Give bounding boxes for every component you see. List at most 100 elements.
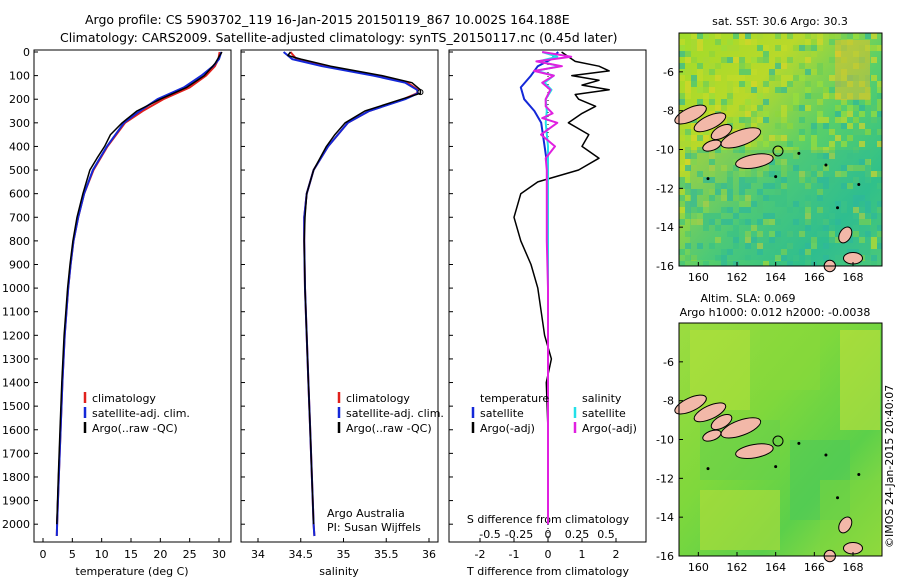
depth-tick-label: 1500 bbox=[2, 400, 30, 413]
depth-tick-label: 1200 bbox=[2, 329, 30, 342]
map-x-tick-label: 168 bbox=[843, 271, 864, 284]
x-tick-label: 30 bbox=[212, 548, 226, 561]
x-tick-label: 15 bbox=[124, 548, 138, 561]
depth-tick-label: 1700 bbox=[2, 447, 30, 460]
small-island bbox=[824, 453, 828, 457]
sla-map-islands bbox=[674, 394, 863, 563]
small-island bbox=[797, 151, 801, 155]
sst-map-islands bbox=[674, 104, 863, 273]
island bbox=[735, 153, 774, 169]
salinity-max-marker bbox=[417, 89, 424, 96]
map-y-tick-label: -16 bbox=[656, 260, 674, 273]
salinity-satellite-line bbox=[282, 51, 419, 537]
depth-tick-label: 1600 bbox=[2, 424, 30, 437]
map-x-tick-label: 168 bbox=[843, 561, 864, 574]
depth-tick-label: 800 bbox=[9, 235, 30, 248]
imos-credit: ©IMOS 24-Jan-2015 20:40:07 bbox=[883, 385, 896, 548]
legend-salinity-title: salinity bbox=[582, 392, 622, 405]
salinity-panel bbox=[240, 49, 439, 543]
legend-s-argo: Argo(-adj) bbox=[582, 422, 637, 435]
legend-argo: Argo(..raw -QC) bbox=[92, 422, 178, 435]
map-y-tick-label: -10 bbox=[656, 434, 674, 447]
salinity-argo-line bbox=[287, 51, 422, 525]
top-tick-label: -0.5 bbox=[479, 528, 500, 541]
sla-map-x-axis: 160 162 164 166 168 bbox=[688, 552, 864, 574]
legend-s-satellite: satellite bbox=[582, 407, 626, 420]
top-tick-label: -0.25 bbox=[505, 528, 533, 541]
legend-t-satellite: satellite bbox=[480, 407, 524, 420]
island bbox=[838, 226, 853, 244]
map-x-tick-label: 166 bbox=[804, 271, 825, 284]
x-tick-label: -1 bbox=[509, 548, 520, 561]
sla-map-title-1: Altim. SLA: 0.069 bbox=[700, 292, 795, 305]
map-x-tick-label: 162 bbox=[727, 561, 748, 574]
x-tick-label: 10 bbox=[95, 548, 109, 561]
diff-t-satellite-line bbox=[519, 51, 559, 525]
map-y-tick-label: -8 bbox=[663, 105, 674, 118]
difference-legend: temperature salinity satellite Argo(-adj… bbox=[471, 392, 637, 435]
depth-tick-label: 1400 bbox=[2, 377, 30, 390]
island bbox=[693, 402, 727, 423]
depth-tick-label: 1100 bbox=[2, 306, 30, 319]
small-island bbox=[797, 441, 801, 445]
map-y-tick-label: -8 bbox=[663, 395, 674, 408]
x-tick-label: 0 bbox=[40, 548, 47, 561]
island bbox=[674, 394, 707, 415]
depth-tick-label: 0 bbox=[23, 46, 30, 59]
sst-map-title: sat. SST: 30.6 Argo: 30.3 bbox=[712, 15, 848, 28]
x-tick-label: 25 bbox=[183, 548, 197, 561]
island bbox=[720, 417, 762, 439]
island bbox=[674, 104, 707, 125]
temperature-argo-line bbox=[56, 51, 223, 525]
salinity-lines bbox=[282, 51, 424, 537]
sla-map-y-axis: -6 -8 -10 -12 -14 -16 bbox=[656, 356, 683, 563]
title-line-2: Climatology: CARS2009. Satellite-adjuste… bbox=[60, 30, 617, 45]
depth-tick-label: 600 bbox=[9, 188, 30, 201]
salinity-x-axis: 34 34.5 35 35.5 36 bbox=[251, 538, 436, 561]
x-tick-label: 34.5 bbox=[289, 548, 314, 561]
temperature-lines bbox=[55, 51, 223, 537]
depth-tick-label: 200 bbox=[9, 93, 30, 106]
island bbox=[702, 429, 722, 442]
x-tick-label: 35.5 bbox=[374, 548, 399, 561]
difference-top-axis: -0.5 -0.25 0 0.25 0.5 bbox=[479, 528, 614, 541]
sst-map-field bbox=[679, 33, 882, 266]
difference-lines bbox=[513, 51, 610, 525]
salinity-legend: climatology satellite-adj. clim. Argo(..… bbox=[327, 392, 444, 534]
difference-xlabel: T difference from climatology bbox=[466, 565, 629, 578]
x-tick-label: 1 bbox=[579, 548, 586, 561]
map-y-tick-label: -6 bbox=[663, 356, 674, 369]
sla-map-title-2: Argo h1000: 0.012 h2000: -0.0038 bbox=[680, 306, 871, 319]
map-y-tick-label: -12 bbox=[656, 182, 674, 195]
temperature-panel bbox=[33, 49, 232, 543]
x-tick-label: 2 bbox=[613, 548, 620, 561]
depth-tick-label: 1000 bbox=[2, 282, 30, 295]
depth-tick-label: 1300 bbox=[2, 353, 30, 366]
legend-t-argo: Argo(-adj) bbox=[480, 422, 535, 435]
top-tick-label: 0.5 bbox=[597, 528, 615, 541]
sst-argo-location-marker bbox=[772, 145, 784, 157]
map-y-tick-label: -16 bbox=[656, 550, 674, 563]
temperature-xlabel: temperature (deg C) bbox=[75, 565, 188, 578]
depth-tick-label: 2000 bbox=[2, 518, 30, 531]
legend-temperature-title: temperature bbox=[480, 392, 549, 405]
map-x-tick-label: 166 bbox=[804, 561, 825, 574]
temperature-satellite-line bbox=[55, 51, 223, 537]
depth-tick-label: 400 bbox=[9, 140, 30, 153]
map-x-tick-label: 164 bbox=[765, 271, 786, 284]
island bbox=[693, 112, 727, 133]
map-x-tick-label: 160 bbox=[688, 271, 709, 284]
temperature-legend: climatology satellite-adj. clim. Argo(..… bbox=[83, 392, 190, 435]
map-y-tick-label: -14 bbox=[656, 511, 674, 524]
map-y-tick-label: -14 bbox=[656, 221, 674, 234]
legend-argo: Argo(..raw -QC) bbox=[346, 422, 432, 435]
top-tick-label: 0.25 bbox=[565, 528, 590, 541]
x-tick-label: 34 bbox=[251, 548, 265, 561]
x-tick-label: 20 bbox=[153, 548, 167, 561]
island bbox=[710, 123, 733, 141]
sla-argo-location-marker bbox=[772, 435, 784, 447]
diff-t-argo-line bbox=[513, 51, 610, 525]
map-x-tick-label: 164 bbox=[765, 561, 786, 574]
sst-map-x-axis: 160 162 164 166 168 bbox=[688, 262, 864, 284]
island bbox=[735, 443, 774, 459]
